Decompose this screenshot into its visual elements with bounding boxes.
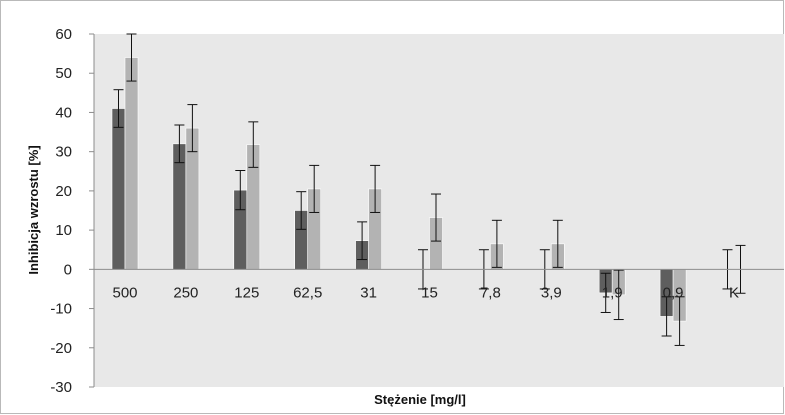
y-tick-label: 30	[55, 144, 72, 161]
error-bar	[370, 164, 381, 213]
category-label: 500	[112, 284, 137, 301]
error-bars	[113, 33, 746, 346]
bar	[111, 108, 126, 270]
category-label: 1,9	[602, 284, 623, 301]
error-bar	[600, 272, 611, 313]
y-tick-label: 20	[55, 183, 72, 200]
error-bar	[613, 269, 624, 321]
bar	[124, 57, 139, 270]
category-label: K	[729, 284, 739, 301]
y-tick-label: 0	[64, 261, 72, 278]
y-axis-label: Inhibicja wzrostu [%]	[26, 145, 41, 274]
error-bar	[174, 124, 185, 164]
category-label: 62,5	[293, 284, 322, 301]
x-axis-label: Stężenie [mg/l]	[374, 392, 466, 407]
error-bar	[491, 219, 502, 268]
error-bar	[248, 121, 259, 168]
category-label: 7,8	[480, 284, 501, 301]
error-bar	[661, 296, 672, 337]
error-bar	[187, 104, 198, 153]
error-bar	[552, 219, 563, 268]
category-label: 15	[421, 284, 438, 301]
error-bar	[126, 33, 137, 82]
y-tick-label: 10	[55, 222, 72, 239]
y-tick-label: -10	[50, 301, 72, 318]
bars	[111, 57, 687, 322]
error-bar	[674, 296, 685, 346]
y-tick-label: 60	[55, 26, 72, 43]
category-label: 250	[173, 284, 198, 301]
error-bar	[235, 169, 246, 211]
category-labels: 500 250 125 62,5 31 15 7,8 3,9 1,9 0,9 K	[112, 284, 739, 301]
plot-area	[94, 34, 784, 387]
category-label: 3,9	[541, 284, 562, 301]
error-bar	[431, 193, 441, 242]
category-label: 125	[234, 284, 259, 301]
error-bar	[113, 89, 124, 128]
y-tick-label: -30	[50, 379, 72, 396]
error-bar	[309, 164, 320, 213]
category-label: 31	[360, 284, 377, 301]
category-label: 0,9	[663, 284, 684, 301]
y-tick-label: 50	[55, 65, 72, 82]
y-tick-label: -20	[50, 340, 72, 357]
error-bar	[296, 191, 307, 230]
y-tick-label: 40	[55, 104, 72, 121]
error-bar	[357, 221, 368, 261]
y-tick-labels: 60 50 40 30 20 10 0 -10 -20 -30	[50, 26, 94, 396]
